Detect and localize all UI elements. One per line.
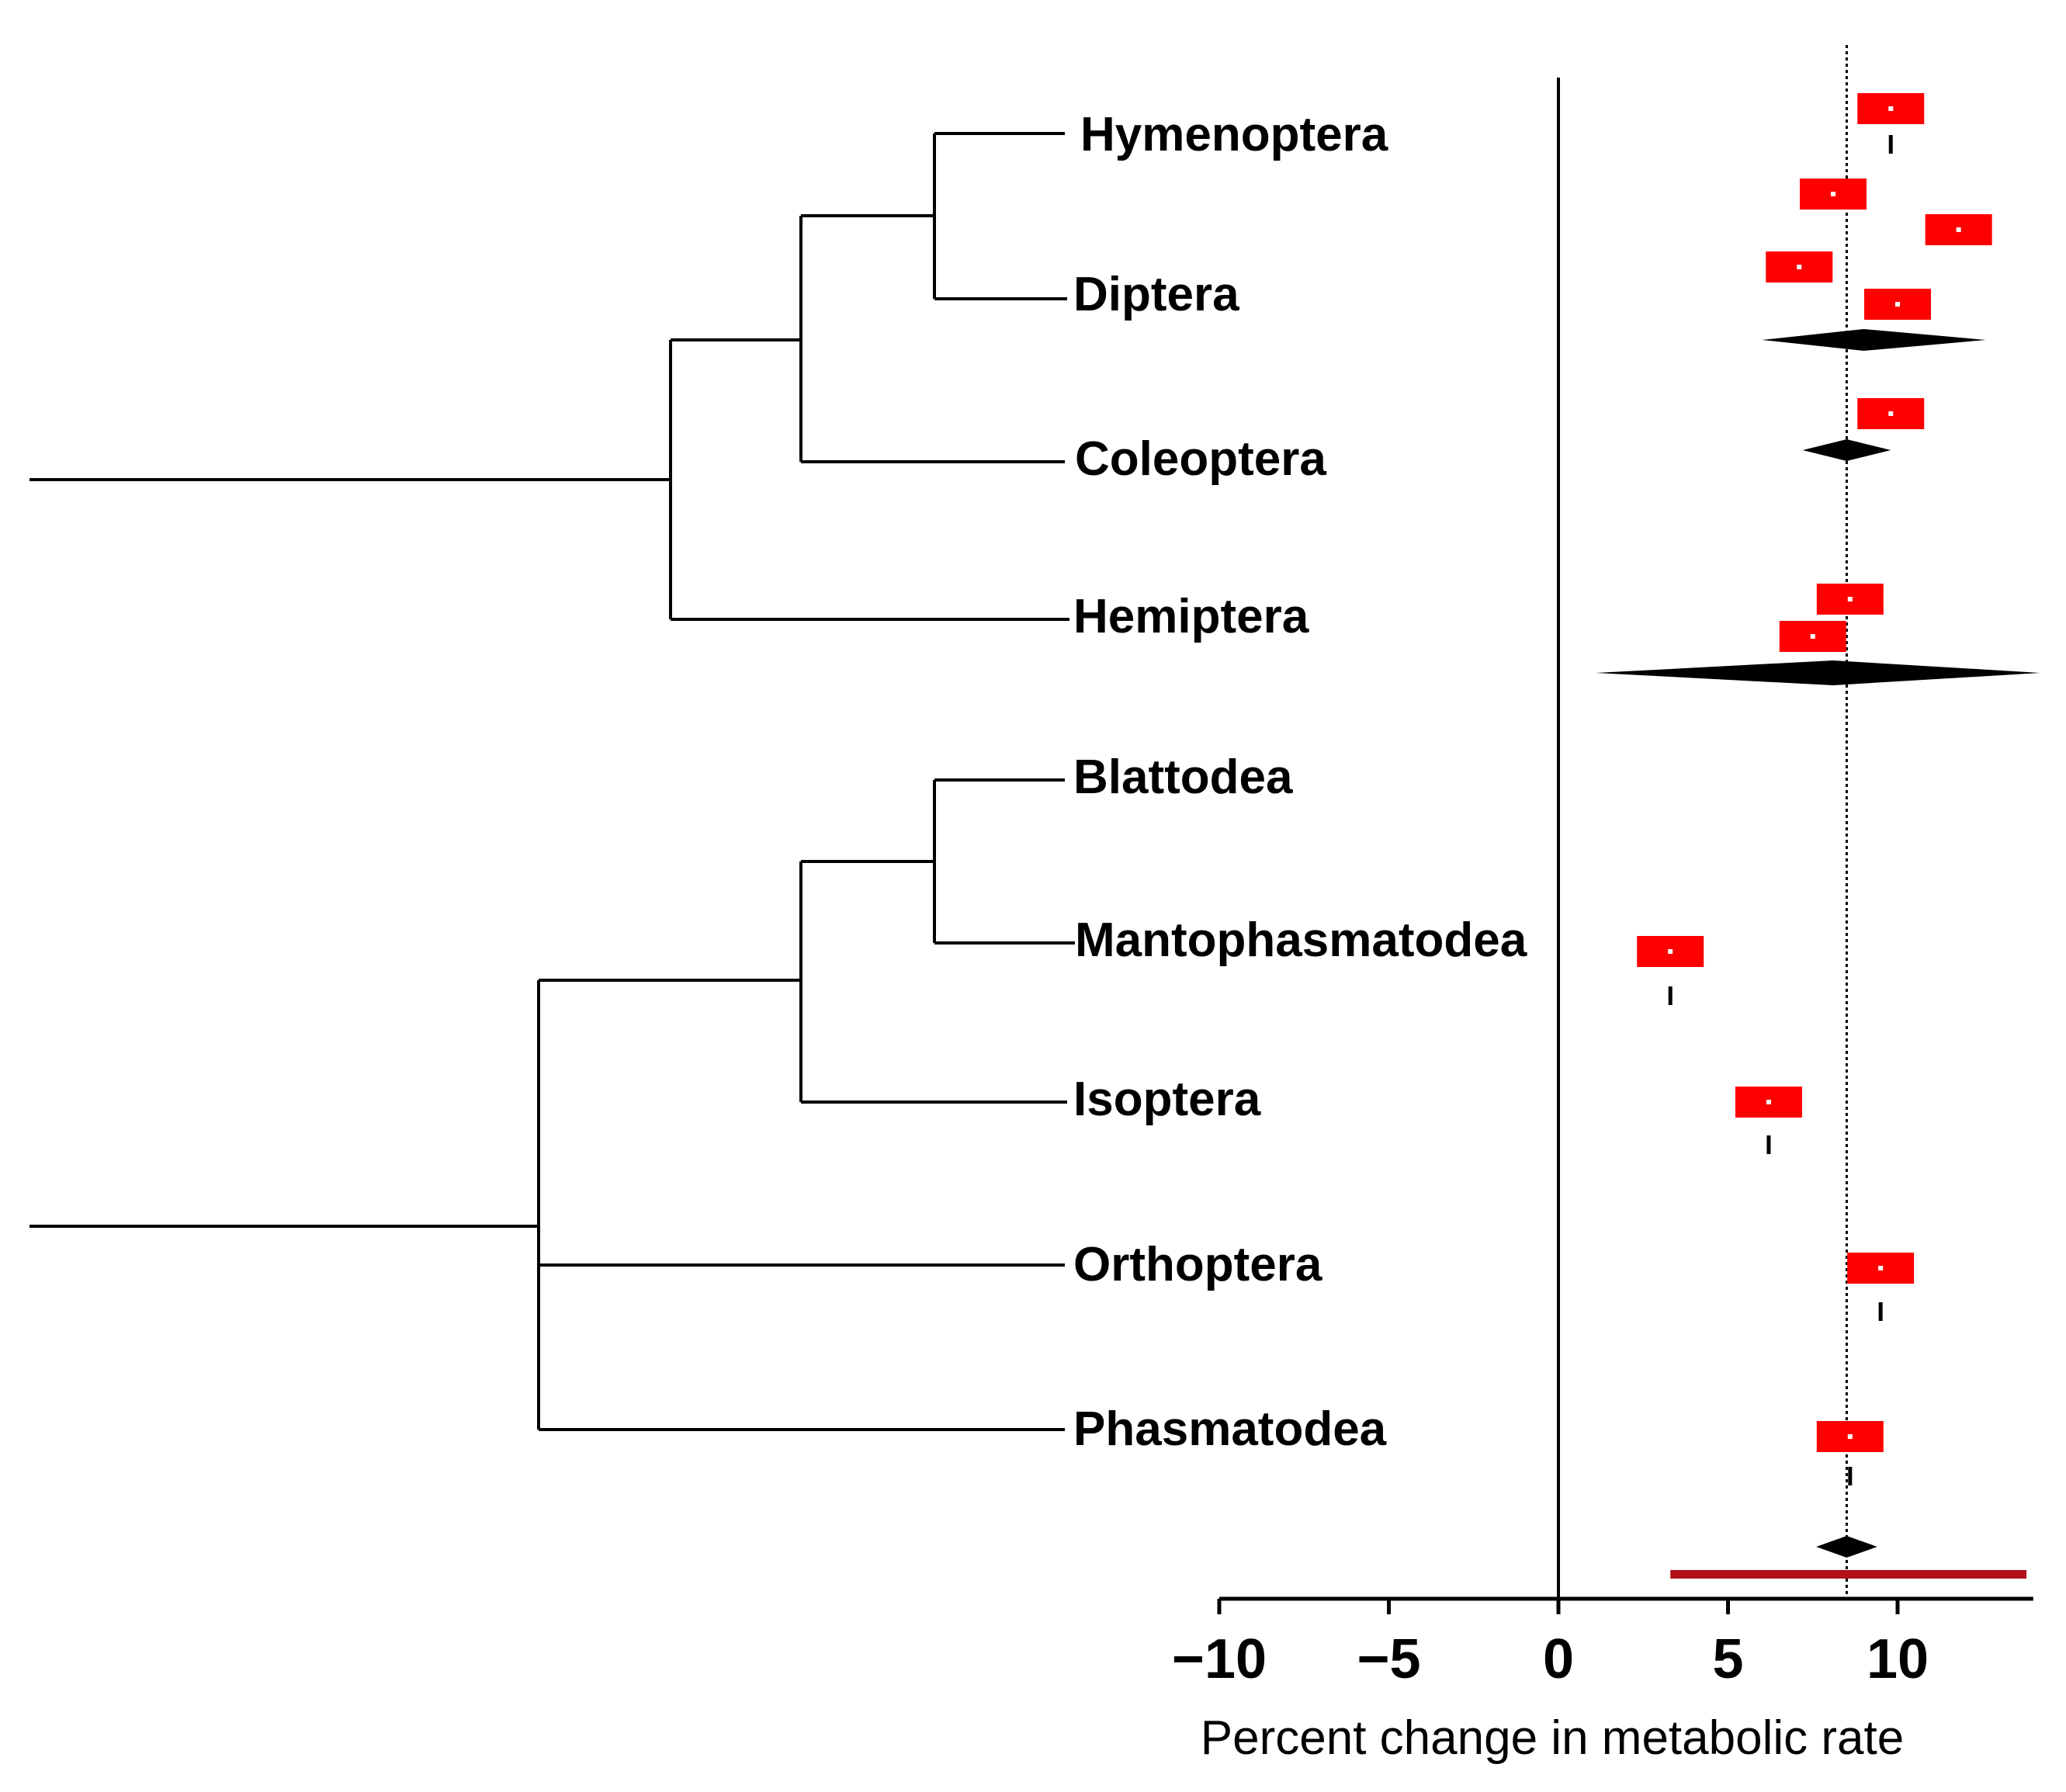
summary-diamond (1596, 660, 2040, 685)
estimate-point (1878, 1266, 1884, 1270)
estimate-point (1847, 597, 1853, 601)
estimate-point (1847, 1434, 1853, 1439)
taxon-label: Hemiptera (1073, 590, 1309, 643)
summary-diamond (1802, 439, 1891, 461)
estimate-point (1766, 1100, 1771, 1104)
taxon-label: Isoptera (1073, 1073, 1261, 1126)
taxon-label: Hymenoptera (1080, 108, 1388, 161)
estimate-ci-mark (1878, 1302, 1883, 1321)
estimate-ci-mark (1668, 986, 1673, 1005)
x-tick-label: 10 (1867, 1628, 1929, 1690)
x-tick-label: 0 (1543, 1628, 1574, 1690)
study-estimates (1637, 93, 1992, 1485)
estimate-point (1810, 634, 1815, 639)
estimate-point (1956, 227, 1961, 232)
estimate-ci-mark (1888, 135, 1893, 154)
taxon-label: Orthoptera (1073, 1238, 1322, 1291)
taxon-label: Blattodea (1073, 750, 1293, 804)
estimate-ci-mark (1766, 1135, 1771, 1154)
summary-diamonds (1596, 329, 2040, 1579)
estimate-point (1888, 106, 1894, 111)
x-axis-title: Percent change in metabolic rate (1201, 1711, 1904, 1765)
phylogenetic-tree (29, 132, 1075, 1431)
x-tick-label: −10 (1172, 1628, 1267, 1690)
summary-diamond (1762, 329, 1986, 351)
estimate-point (1830, 192, 1835, 196)
taxon-label: Coleoptera (1075, 432, 1326, 486)
overall-interval-bar (1670, 1570, 2027, 1579)
estimate-point (1888, 411, 1894, 416)
summary-diamond (1816, 1536, 1877, 1558)
x-tick-label: 5 (1712, 1628, 1743, 1690)
taxon-label: Diptera (1073, 268, 1239, 321)
estimate-point (1797, 265, 1802, 269)
reference-lines (1557, 45, 1848, 1599)
estimate-point (1668, 949, 1673, 954)
estimate-ci-mark (1848, 1467, 1853, 1485)
taxon-labels: Hymenoptera Diptera Coleoptera Hemiptera Bla… (1073, 108, 1527, 1456)
estimate-point (1895, 302, 1900, 307)
x-axis: −10 −5 0 5 10 Percent change in metabolic rat… (1172, 1596, 2033, 1765)
taxon-label: Phasmatodea (1073, 1402, 1387, 1456)
taxon-label: Mantophasmatodea (1075, 913, 1527, 967)
x-tick-label: −5 (1357, 1628, 1420, 1690)
